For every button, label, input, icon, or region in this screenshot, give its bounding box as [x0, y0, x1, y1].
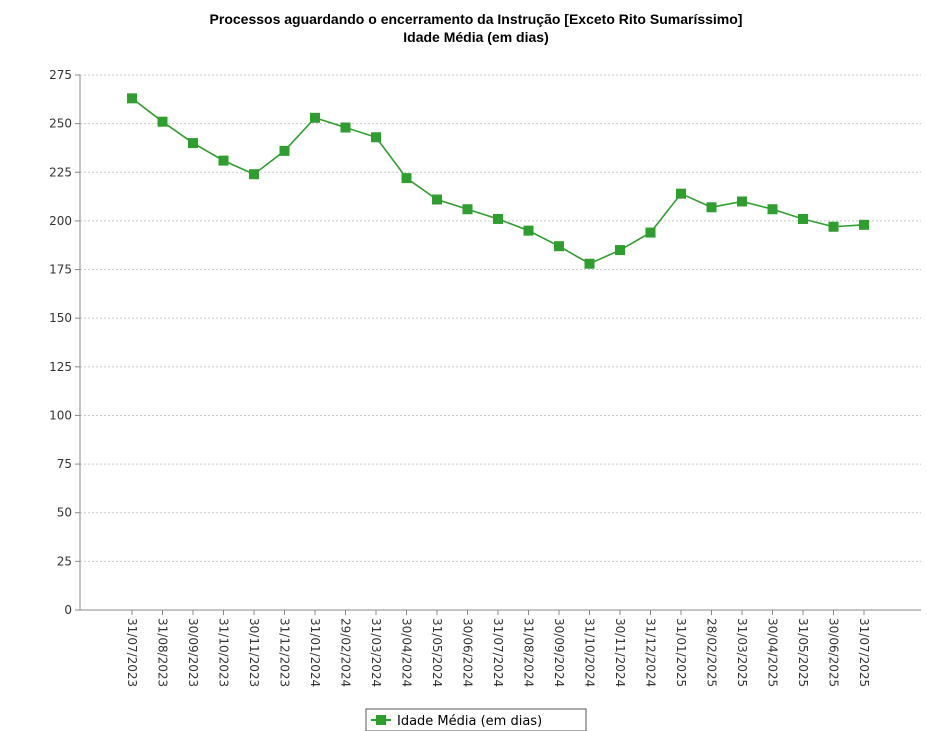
x-tick-label: 31/03/2024	[369, 618, 383, 687]
x-tick-label: 31/03/2025	[735, 618, 749, 687]
x-tick-label: 31/07/2025	[857, 618, 871, 687]
y-tick-label: 250	[49, 117, 72, 131]
data-point	[432, 194, 442, 205]
data-point	[340, 122, 351, 133]
chart-subtitle: Idade Média (em dias)	[403, 29, 548, 45]
data-point	[767, 204, 778, 215]
x-tick-label: 31/08/2024	[522, 618, 536, 687]
x-tick-label: 31/05/2025	[796, 618, 810, 687]
x-tick-label: 31/10/2023	[217, 618, 231, 687]
y-tick-label: 200	[49, 214, 72, 228]
y-tick-label: 275	[49, 68, 72, 82]
y-tick-label: 225	[49, 165, 72, 179]
legend-box	[365, 708, 587, 731]
data-point	[249, 169, 259, 180]
data-point	[676, 188, 686, 199]
data-point	[523, 225, 534, 236]
data-point	[279, 145, 290, 156]
x-tick-label: 31/08/2023	[156, 618, 170, 687]
x-tick-label: 30/09/2024	[552, 618, 566, 687]
data-point	[798, 213, 808, 224]
axes	[79, 75, 921, 611]
y-tick-label: 125	[49, 360, 72, 374]
data-point	[188, 138, 198, 149]
data-point	[737, 196, 747, 207]
x-tick-label: 30/11/2023	[247, 618, 261, 687]
x-tick-label: 31/07/2023	[125, 618, 139, 687]
x-tick-label: 31/12/2023	[278, 618, 292, 687]
x-tick-label: 31/01/2024	[308, 618, 322, 687]
data-point	[371, 132, 381, 143]
data-point	[310, 112, 320, 123]
data-point	[645, 227, 656, 238]
y-tick-label: 25	[57, 554, 72, 568]
x-tick-label: 30/04/2024	[400, 618, 414, 687]
x-tick-label: 31/07/2024	[491, 618, 505, 687]
x-tick-label: 31/10/2024	[583, 618, 597, 687]
x-tick-label: 30/06/2025	[827, 618, 841, 687]
data-point	[828, 221, 839, 232]
y-tick-label: 150	[49, 311, 72, 325]
data-point	[462, 204, 473, 215]
data-point	[127, 93, 137, 104]
legend-label: Idade Média (em dias)	[397, 714, 542, 729]
data-point	[554, 241, 564, 252]
x-tick-label: 28/02/2025	[705, 618, 719, 687]
data-point	[401, 173, 412, 184]
y-tick-label: 0	[64, 603, 72, 617]
y-tick-label: 75	[57, 457, 72, 471]
chart-title: Processos aguardando o encerramento da I…	[210, 11, 743, 27]
legend: Idade Média (em dias)	[365, 708, 587, 731]
y-tick-label: 50	[57, 506, 72, 520]
x-tick-labels: 31/07/2023 31/08/2023 30/09/2023 31/10/2023…	[125, 610, 871, 687]
data-point	[706, 202, 717, 213]
x-tick-label: 31/01/2025	[674, 618, 688, 687]
x-tick-label: 30/09/2023	[186, 618, 200, 687]
x-tick-label: 30/06/2024	[461, 618, 475, 687]
x-tick-label: 30/04/2025	[766, 618, 780, 687]
data-point	[493, 213, 503, 224]
gridlines	[80, 74, 921, 562]
y-tick-label: 175	[49, 263, 72, 277]
data-point	[584, 258, 595, 269]
data-point	[218, 155, 229, 166]
y-tick-labels: 0 25 50 75 100 125 150 175 200 225 250 275	[49, 68, 80, 617]
x-tick-label: 30/11/2024	[613, 618, 627, 687]
x-tick-label: 31/12/2024	[644, 618, 658, 687]
x-tick-label: 31/05/2024	[430, 618, 444, 687]
data-point	[615, 245, 625, 256]
data-point	[859, 219, 869, 230]
series-layer	[127, 93, 869, 269]
legend-marker	[376, 715, 386, 725]
data-point	[157, 116, 168, 127]
y-tick-label: 100	[49, 408, 72, 422]
x-tick-label: 29/02/2024	[339, 618, 353, 687]
